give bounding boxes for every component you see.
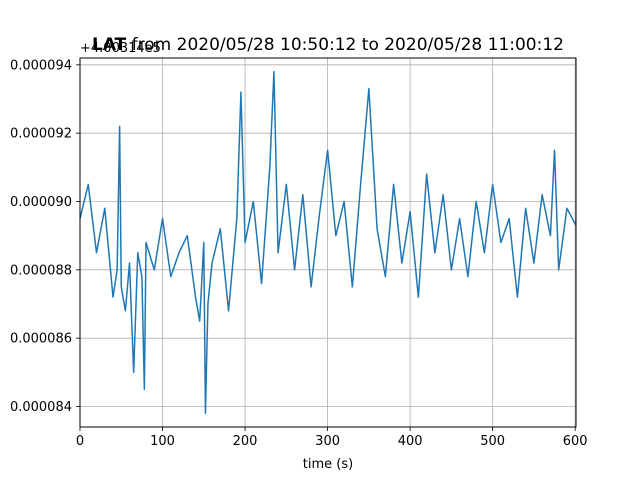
x-tick-label: 200 xyxy=(233,434,258,449)
chart-title: LAT from 2020/05/28 10:50:12 to 2020/05/… xyxy=(92,35,564,55)
x-tick-label: 300 xyxy=(315,434,340,449)
y-tick-label: 0.000090 xyxy=(10,195,72,210)
x-axis-label: time (s) xyxy=(303,457,353,472)
chart-title-rest: from 2020/05/28 10:50:12 to 2020/05/28 1… xyxy=(126,35,564,55)
series-group xyxy=(79,70,577,415)
series-line xyxy=(79,70,577,415)
offset-text: +4.00314e5 xyxy=(80,41,161,56)
x-tick-label: 0 xyxy=(76,434,84,449)
y-tick-label: 0.000084 xyxy=(10,400,72,415)
x-tick-label: 600 xyxy=(563,434,588,449)
grid-lines xyxy=(79,58,576,427)
x-tick-label: 500 xyxy=(480,434,505,449)
plot-frame xyxy=(79,57,577,428)
y-axis-ticks: 0.000084 0.000086 0.000088 0.000090 0.000092… xyxy=(10,58,80,415)
chart-title-bold: LAT xyxy=(92,35,127,55)
y-tick-label: 0.000092 xyxy=(10,127,72,142)
x-tick-label: 400 xyxy=(398,434,423,449)
y-tick-label: 0.000088 xyxy=(10,263,72,278)
x-tick-label: 100 xyxy=(150,434,175,449)
y-tick-label: 0.000094 xyxy=(10,58,72,73)
x-axis-ticks: 0 100 200 300 400 500 600 xyxy=(76,427,588,449)
y-tick-label: 0.000086 xyxy=(10,332,72,347)
